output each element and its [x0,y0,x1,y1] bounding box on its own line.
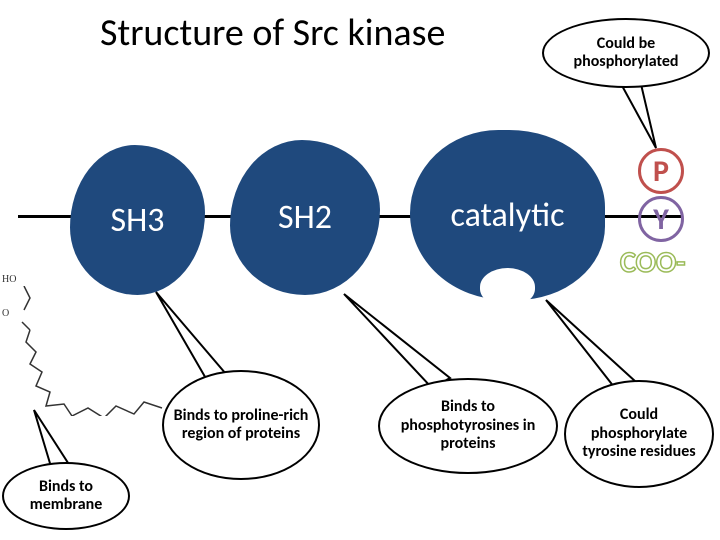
lipid-ho-label: HO [2,274,16,285]
callout-tail-phos-top [600,76,670,156]
callout-tail-ptyr [338,290,458,394]
domain-sh2: SH2 [230,140,380,295]
lipid-o-label: O [2,308,9,319]
y-label: Y [653,201,669,238]
y-circle: Y [638,196,684,242]
coo-terminus: COO- [620,244,685,281]
callout-phosres-text: Could phosphorylate tyrosine residues [574,406,704,461]
catalytic-notch [480,268,535,306]
domain-sh2-label: SH2 [278,197,332,238]
domain-sh3-label: SH3 [110,200,164,241]
callout-phos-top-text: Could be phosphorylated [552,35,700,72]
p-label: P [653,153,669,190]
callout-binds-membrane: Binds to membrane [2,462,130,530]
callout-phos-res: Could phosphorylate tyrosine residues [564,380,714,488]
callout-binds-ptyr: Binds to phosphotyrosines in proteins [378,378,558,474]
callout-ptyr-text: Binds to phosphotyrosines in proteins [388,398,548,453]
page-title: Structure of Src kinase [100,10,520,56]
callout-proline-text: Binds to proline-rich region of proteins [172,407,310,444]
callout-binds-proline: Binds to proline-rich region of proteins [162,370,320,480]
domain-catalytic-label: catalytic [450,195,564,236]
domain-sh3: SH3 [70,145,205,295]
callout-phos-top: Could be phosphorylated [542,18,710,88]
callout-membrane-text: Binds to membrane [12,478,120,515]
